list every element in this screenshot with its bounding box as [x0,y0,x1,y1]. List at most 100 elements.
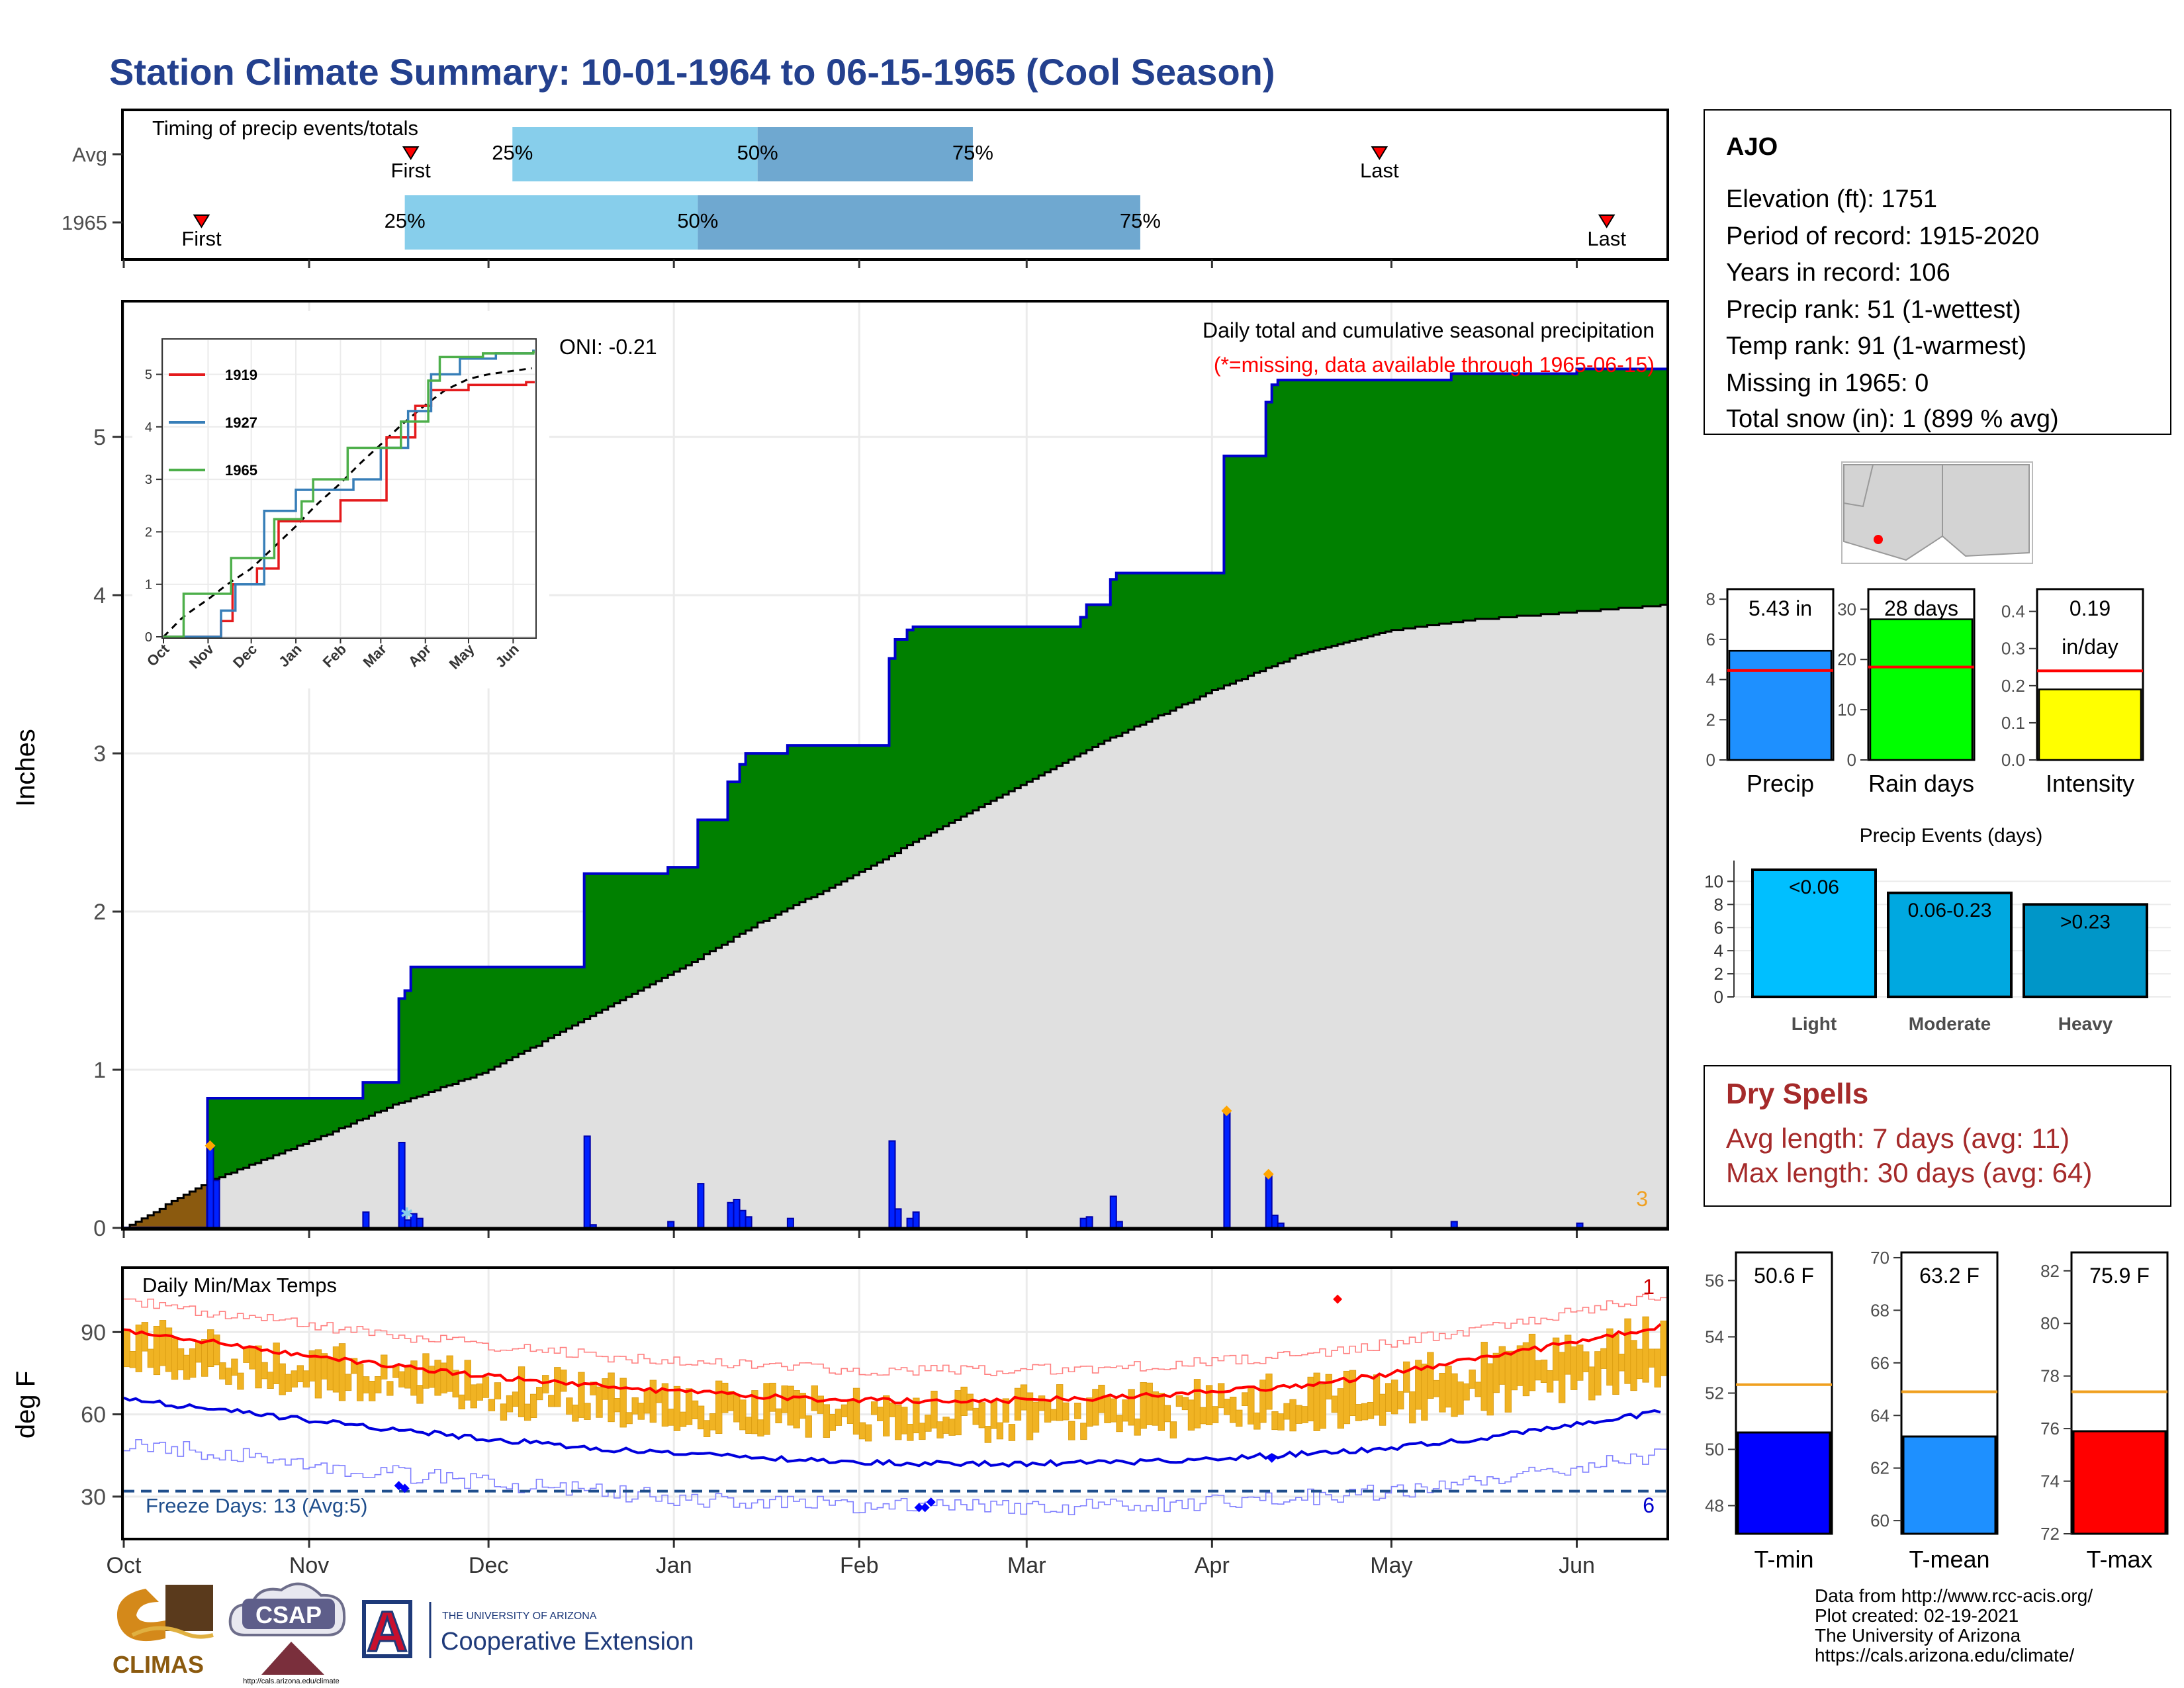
month-label-may: May [1370,1553,1412,1578]
summary-bar-value [1728,649,1833,761]
daily-temp-range-bar [1648,1348,1655,1368]
daily-temp-range-bar [518,1366,525,1417]
events-y-tick-label: 2 [1714,964,1723,984]
daily-temp-range-bar [823,1404,831,1438]
daily-temp-range-bar [876,1407,884,1421]
inset-frame [161,338,537,639]
daily-precip-bar [1265,1173,1273,1229]
daily-temp-range-bar [1248,1387,1255,1425]
daily-temp-range-bar [1116,1415,1123,1432]
daily-temp-range-bar [608,1372,615,1423]
daily-temp-range-bar [1253,1412,1261,1430]
daily-temp-range-bar [602,1378,609,1400]
daily-temp-range-bar [703,1420,711,1437]
daily-temp-range-bar [302,1370,310,1387]
daily-temp-range-bar [829,1414,837,1431]
daily-temp-range-bar [201,1339,208,1377]
ua-logo-block [362,1600,412,1658]
month-label-apr: Apr [1195,1553,1230,1578]
daily-temp-range-bar [757,1419,764,1436]
daily-temp-range-bar [1277,1413,1285,1430]
precip-panel: Inches 0 1 2 3 4 5 ✱ ONI: -0.21 Daily total an… [11,300,1669,1241]
daily-temp-range-bar [895,1405,902,1440]
daily-precip-bar [583,1135,591,1229]
daily-temp-range-bar [1230,1396,1237,1423]
daily-temp-range-bar [864,1424,872,1442]
credit-line-2: Plot created: 02-19-2021 [1815,1605,2019,1626]
daily-temp-range-bar [1044,1399,1052,1423]
csap-logo: CSAP http://cals.arizona.edu/climate [228,1582,346,1685]
daily-temp-range-bar [889,1402,896,1417]
daily-temp-range-bar [841,1404,848,1417]
daily-temp-range-bar [123,1329,130,1368]
temp-summary-tick-label: 64 [1870,1405,1889,1425]
summary-bar-tick-label: 0 [1706,750,1715,770]
summary-bar-tick-label: 4 [1706,670,1715,690]
record-low-marker [400,1483,410,1493]
summary-bar-name: Intensity [2046,770,2134,797]
missing-data-note: (*=missing, data available through 1965-… [1214,353,1655,377]
map-state-border [1843,464,1874,508]
events-y-tick-label: 4 [1714,941,1723,961]
daily-precip-bar [1223,1110,1231,1229]
month-label-mar: Mar [1007,1553,1046,1578]
daily-temp-range-bar [1140,1382,1147,1429]
daily-temp-range-bar [1038,1395,1046,1411]
temp-summary-value [1737,1431,1831,1535]
footer-credits: Data from http://www.rcc-acis.org/ Plot … [1815,1585,2093,1665]
record-low-marker [926,1497,936,1507]
daily-temp-range-bar [1169,1421,1177,1438]
daily-temp-range-bar [619,1378,627,1428]
daily-temp-range-bar [919,1423,926,1440]
daily-temp-range-bar [296,1365,304,1383]
summary-bar-tick-label: 0.4 [2001,602,2025,622]
timing-q50-label: 50% [677,209,718,232]
cumulative-average-area [124,604,1666,1228]
month-label-jun: Jun [1559,1553,1595,1578]
daily-temp-range-bar [1433,1380,1440,1397]
summary-bar-tick-label: 30 [1837,599,1856,619]
daily-temp-range-bar [1654,1348,1661,1387]
daily-temp-range-bar [805,1415,812,1438]
daily-temp-range-bar [1540,1359,1548,1383]
temp-summary-name: T-max [2086,1546,2152,1573]
timing-q75-label: 75% [952,141,993,164]
daily-temp-range-bar [332,1346,340,1393]
events-category-label: Light [1792,1013,1837,1034]
temp-panel: deg F 30 60 90 Daily Min/Max Temps Freeze … [11,1266,1669,1548]
daily-temp-range-bar [978,1402,985,1429]
daily-temp-range-bar [1002,1398,1010,1423]
daily-temp-range-bar [614,1398,621,1413]
station-location-dot [1874,535,1883,544]
inset-y-tick-label: 0 [145,630,152,645]
daily-temp-range-bar [1193,1379,1201,1429]
daily-temp-range-bar [356,1364,364,1401]
daily-temp-range-bar [936,1421,944,1438]
ua-big-text: Cooperative Extension [441,1628,694,1656]
summary-bar-tick-label: 8 [1706,589,1715,609]
daily-temp-range-bar [344,1374,352,1391]
temp-summary-bar-t-min: 48 50 52 54 56 50.6 F T-min [1705,1251,1833,1573]
daily-temp-range-bar [572,1404,579,1422]
temp-panel-title: Daily Min/Max Temps [142,1274,337,1297]
summary-bar-value-label: 28 days [1884,596,1958,620]
daily-temp-range-bar [470,1384,477,1409]
daily-temp-range-bar [1486,1363,1494,1416]
daily-precip-bar [739,1209,747,1229]
daily-temp-range-bar [189,1348,197,1378]
ua-small-text: THE UNIVERSITY OF ARIZONA [442,1611,597,1622]
daily-temp-range-bar [326,1358,334,1391]
daily-temp-range-bar [375,1376,382,1393]
timing-row-label: Avg [72,143,107,166]
temp-summary-value-label: 50.6 F [1754,1264,1814,1288]
normal-low-line [123,1396,1661,1468]
daily-temp-range-bar [159,1320,167,1366]
daily-temp-range-bar [171,1338,179,1380]
events-y-tick-label: 0 [1714,987,1723,1007]
record-low-marker [914,1503,924,1513]
summary-bar-name: Precip [1747,770,1814,797]
daily-temp-range-bar [1390,1380,1398,1415]
daily-temp-range-bar [942,1417,950,1434]
climas-logo: CLIMAS [113,1585,214,1678]
daily-temp-range-bar [1110,1398,1117,1423]
